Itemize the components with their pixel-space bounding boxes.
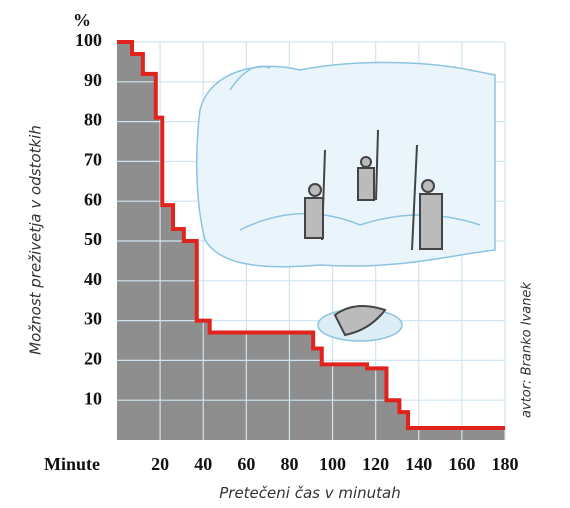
x-tick-label: 40	[194, 454, 212, 474]
x-tick-label: 180	[492, 454, 519, 474]
credit: avtor: Branko Ivanek	[520, 282, 535, 418]
y-tick-label: 50	[84, 229, 102, 249]
area	[117, 42, 505, 440]
y-tick-label: 40	[84, 269, 102, 289]
x-tick-label: 120	[362, 454, 389, 474]
y-tick-label: 80	[84, 110, 102, 130]
y-tick-label: 100	[75, 30, 102, 50]
x-tick-label: 20	[151, 454, 169, 474]
y-unit: %	[73, 10, 91, 30]
y-tick-label: 60	[84, 189, 102, 209]
y-axis-title: Možnost preživetja v odstotkih	[27, 125, 45, 355]
x-tick-label: 160	[448, 454, 475, 474]
y-tick-label: 30	[84, 309, 102, 329]
y-tick-label: 90	[84, 70, 102, 90]
figures	[304, 129, 443, 337]
x-tick-label: 60	[237, 454, 255, 474]
x-tick-label: 80	[280, 454, 298, 474]
step-line	[117, 40, 505, 431]
y-tick-label: 20	[84, 349, 102, 369]
y-tick-label: 10	[84, 388, 102, 408]
x-tick-label: 100	[319, 454, 346, 474]
x-unit: Minute	[44, 454, 100, 474]
x-axis-title: Pretečeni čas v minutah	[219, 484, 401, 502]
y-tick-label: 70	[84, 150, 102, 170]
x-tick-label: 140	[405, 454, 432, 474]
